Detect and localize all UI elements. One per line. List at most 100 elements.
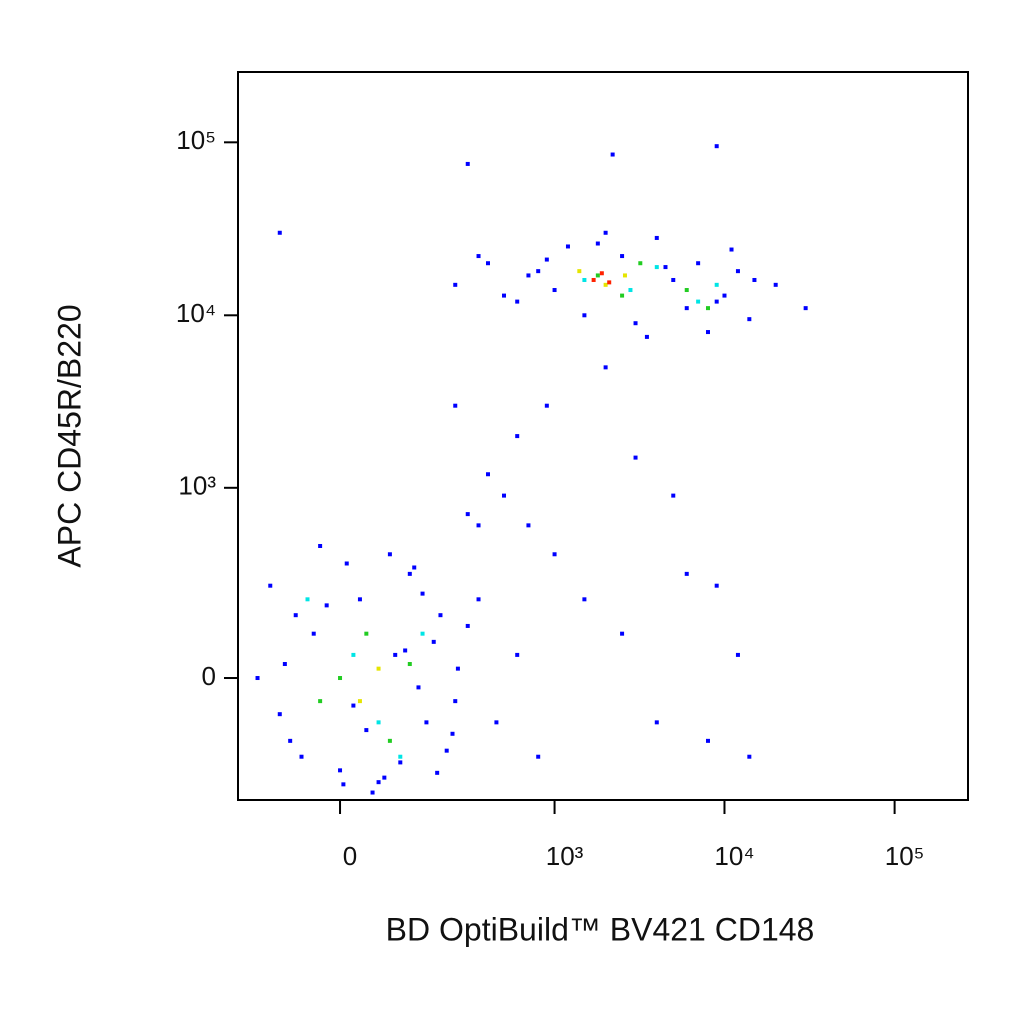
- event-dot: [398, 754, 403, 759]
- event-dot: [476, 254, 481, 259]
- event-dot: [595, 273, 600, 278]
- event-dot: [305, 597, 310, 602]
- event-dot: [364, 728, 369, 733]
- event-dot: [288, 738, 293, 743]
- event-dot: [603, 230, 608, 235]
- event-dot: [344, 561, 349, 566]
- event-dot: [696, 299, 701, 304]
- event-dot: [351, 703, 356, 708]
- event-dot: [654, 265, 659, 270]
- event-dot: [603, 365, 608, 370]
- event-dot: [620, 254, 625, 259]
- event-dot: [610, 152, 615, 157]
- event-dot: [544, 257, 549, 262]
- event-dot: [684, 288, 689, 293]
- event-dot: [324, 603, 329, 608]
- event-dot: [628, 288, 633, 293]
- event-dot: [577, 269, 582, 274]
- event-dot: [299, 754, 304, 759]
- event-dot: [453, 403, 458, 408]
- event-dot: [424, 720, 429, 725]
- event-dot: [382, 775, 387, 780]
- event-dot: [714, 144, 719, 149]
- y-tick-label: 10⁴: [176, 298, 216, 328]
- event-dot: [684, 306, 689, 311]
- x-tick-label: 10⁵: [885, 841, 925, 871]
- event-dot: [277, 712, 282, 717]
- event-dot: [455, 666, 460, 671]
- event-dot: [705, 738, 710, 743]
- event-dot: [714, 299, 719, 304]
- event-dot: [376, 780, 381, 785]
- event-dot: [582, 313, 587, 318]
- event-dot: [393, 652, 398, 657]
- event-dot: [485, 472, 490, 477]
- event-dot: [696, 261, 701, 266]
- event-dot: [747, 317, 752, 322]
- event-dot: [293, 613, 298, 618]
- event-dot: [494, 720, 499, 725]
- event-dot: [453, 699, 458, 704]
- event-dot: [476, 597, 481, 602]
- event-dot: [552, 552, 557, 557]
- event-dot: [370, 790, 375, 795]
- event-dot: [582, 277, 587, 282]
- event-dot: [450, 731, 455, 736]
- y-tick-label: 10³: [178, 471, 216, 501]
- event-dot: [684, 571, 689, 576]
- event-dot: [515, 652, 520, 657]
- event-dot: [595, 241, 600, 246]
- event-dot: [714, 282, 719, 287]
- event-dot: [654, 235, 659, 240]
- event-dot: [671, 493, 676, 498]
- event-dot: [705, 306, 710, 311]
- event-dot: [536, 754, 541, 759]
- event-dot: [420, 631, 425, 636]
- event-dot: [671, 277, 676, 282]
- event-dot: [644, 334, 649, 339]
- event-dot: [318, 699, 323, 704]
- event-dot: [357, 699, 362, 704]
- y-tick-label: 10⁵: [176, 125, 216, 155]
- event-dot: [515, 434, 520, 439]
- event-dot: [476, 523, 481, 528]
- event-dot: [747, 754, 752, 759]
- event-dot: [403, 648, 408, 653]
- event-dot: [729, 247, 734, 252]
- event-dot: [544, 403, 549, 408]
- event-dot: [803, 306, 808, 311]
- x-tick-label: 10⁴: [714, 841, 754, 871]
- event-dot: [453, 282, 458, 287]
- event-dot: [607, 280, 612, 285]
- event-dot: [351, 652, 356, 657]
- event-dot: [465, 512, 470, 517]
- event-dot: [364, 631, 369, 636]
- event-dot: [318, 543, 323, 548]
- event-dot: [599, 271, 604, 276]
- event-dot: [338, 676, 343, 681]
- event-dot: [435, 770, 440, 775]
- event-dot: [431, 639, 436, 644]
- event-dot: [526, 523, 531, 528]
- x-axis-label: BD OptiBuild™ BV421 CD148: [386, 911, 815, 947]
- plot-frame: [237, 71, 969, 801]
- event-dot: [705, 330, 710, 335]
- event-dot: [565, 244, 570, 249]
- event-dot: [387, 738, 392, 743]
- event-dot: [773, 282, 778, 287]
- event-dot: [311, 631, 316, 636]
- event-dot: [633, 321, 638, 326]
- x-tick-label: 10³: [546, 841, 584, 871]
- event-dot: [420, 591, 425, 596]
- event-dot: [536, 269, 541, 274]
- event-dot: [376, 666, 381, 671]
- event-dot: [735, 652, 740, 657]
- event-dot: [582, 597, 587, 602]
- event-dot: [552, 288, 557, 293]
- event-dot: [515, 299, 520, 304]
- event-dot: [416, 685, 421, 690]
- event-dot: [633, 455, 638, 460]
- y-tick-label: 0: [202, 661, 216, 691]
- event-dot: [341, 782, 346, 787]
